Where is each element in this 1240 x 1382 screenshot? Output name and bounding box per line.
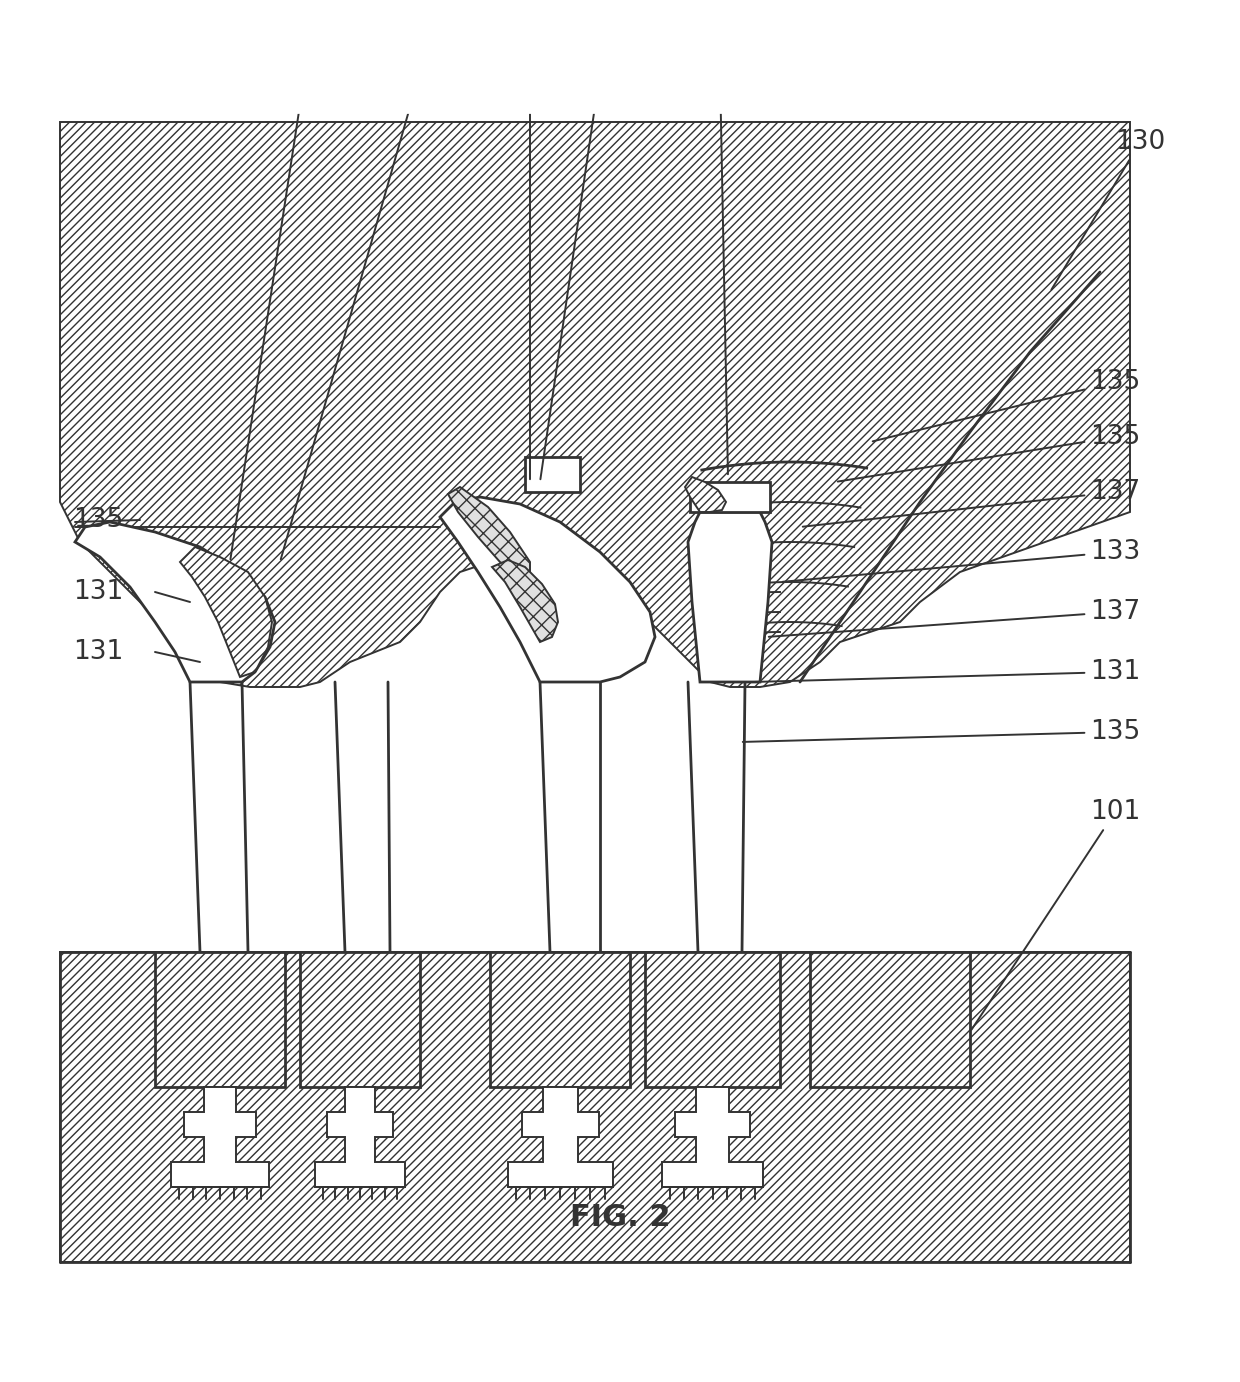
Text: 134: 134 <box>541 59 625 480</box>
Bar <box>1166 0 1240 1382</box>
Text: 137: 137 <box>769 598 1141 637</box>
Text: 135: 135 <box>280 59 445 560</box>
Text: 131: 131 <box>755 659 1141 685</box>
Polygon shape <box>60 122 1130 687</box>
Bar <box>60 952 1130 1262</box>
Text: FIG. 2: FIG. 2 <box>569 1202 671 1231</box>
Polygon shape <box>507 1088 613 1187</box>
Polygon shape <box>448 486 529 574</box>
Text: 139: 139 <box>694 59 745 474</box>
Text: 130: 130 <box>1052 129 1166 290</box>
Text: 133: 133 <box>782 539 1141 582</box>
Bar <box>300 952 420 1088</box>
Polygon shape <box>74 522 275 681</box>
Text: 135: 135 <box>838 424 1141 481</box>
Polygon shape <box>662 1088 763 1187</box>
Bar <box>155 952 285 1088</box>
Polygon shape <box>180 547 272 677</box>
Text: 131: 131 <box>73 579 123 605</box>
Polygon shape <box>440 498 655 681</box>
Text: 137: 137 <box>802 480 1141 527</box>
Text: 135: 135 <box>743 719 1141 745</box>
Bar <box>810 952 970 1088</box>
Bar <box>490 952 630 1088</box>
Bar <box>0 1267 1240 1382</box>
Bar <box>645 952 780 1088</box>
Text: 134: 134 <box>505 59 556 480</box>
Text: 134: 134 <box>231 59 330 560</box>
Text: 135: 135 <box>873 369 1141 441</box>
Text: 131: 131 <box>73 638 123 665</box>
Text: 135: 135 <box>73 507 123 533</box>
Text: 101: 101 <box>971 799 1141 1030</box>
Bar <box>0 0 1240 112</box>
Polygon shape <box>492 560 558 643</box>
Polygon shape <box>688 511 773 681</box>
Polygon shape <box>315 1088 405 1187</box>
Polygon shape <box>171 1088 269 1187</box>
Bar <box>525 457 580 492</box>
Bar <box>0 0 55 1382</box>
Bar <box>689 482 770 511</box>
Polygon shape <box>684 477 725 511</box>
